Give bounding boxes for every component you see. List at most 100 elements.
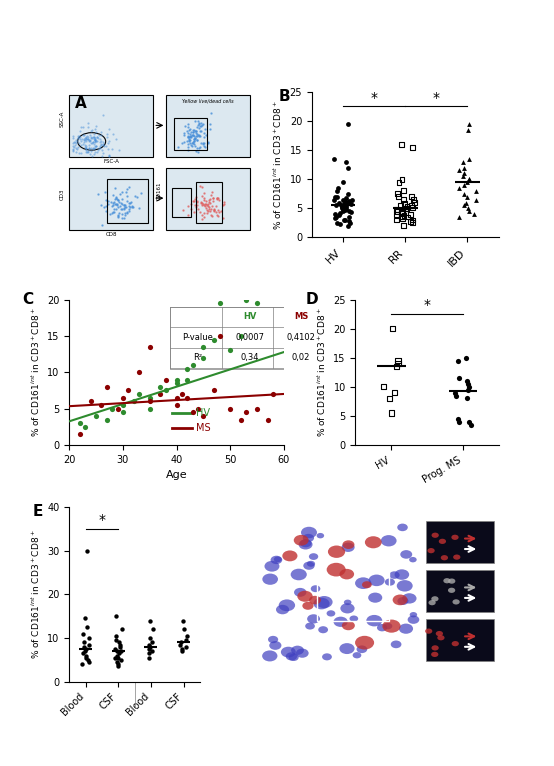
Point — [212, 193, 221, 205]
Point — [118, 202, 127, 214]
Circle shape — [385, 578, 395, 586]
Point — [90, 128, 99, 140]
Point — [91, 123, 100, 135]
Point — [214, 204, 223, 216]
Point — [346, 206, 355, 218]
Point — [111, 193, 120, 205]
Point — [187, 131, 196, 143]
Point — [80, 645, 89, 657]
Point — [100, 201, 109, 213]
Point — [115, 637, 124, 649]
Circle shape — [382, 620, 401, 633]
Point — [119, 399, 127, 411]
Point — [120, 212, 129, 224]
Point — [183, 130, 192, 142]
Point — [213, 209, 222, 221]
Point — [117, 198, 126, 211]
Point — [122, 207, 131, 219]
Point — [459, 155, 468, 168]
Point — [135, 202, 144, 214]
Point — [86, 131, 95, 143]
Point — [399, 220, 408, 232]
Circle shape — [391, 640, 402, 648]
Point — [194, 142, 203, 155]
Y-axis label: % of CD161$^{int}$ in CD3$^+$CD8$^+$: % of CD161$^{int}$ in CD3$^+$CD8$^+$ — [29, 529, 42, 660]
Point — [455, 211, 464, 223]
Point — [203, 207, 212, 219]
Point — [84, 117, 93, 129]
Point — [74, 141, 83, 153]
Point — [84, 130, 93, 142]
Point — [74, 136, 83, 149]
Circle shape — [402, 593, 417, 604]
Text: FSC-A: FSC-A — [103, 159, 119, 164]
Point — [330, 212, 339, 224]
Circle shape — [439, 538, 446, 544]
Point — [242, 406, 251, 418]
Point — [402, 202, 411, 214]
Point — [398, 212, 407, 224]
Point — [80, 129, 89, 141]
Circle shape — [299, 539, 312, 549]
Point — [116, 654, 125, 666]
Point — [464, 173, 473, 185]
Point — [192, 129, 201, 142]
Point — [111, 182, 120, 194]
Point — [335, 209, 343, 221]
Point — [186, 130, 195, 142]
Point — [208, 200, 217, 212]
Circle shape — [399, 624, 413, 633]
Point — [189, 129, 198, 141]
Point — [196, 180, 204, 192]
Point — [336, 218, 345, 230]
Point — [204, 195, 213, 207]
Text: *: * — [424, 298, 430, 313]
Circle shape — [342, 540, 355, 549]
Point — [392, 203, 401, 215]
Point — [188, 126, 197, 138]
Point — [204, 200, 213, 212]
Point — [90, 140, 99, 152]
Point — [104, 143, 112, 155]
Point — [176, 639, 184, 651]
Point — [460, 199, 469, 211]
Point — [105, 123, 114, 136]
Point — [122, 206, 131, 218]
Point — [184, 138, 193, 150]
Point — [94, 188, 103, 200]
Point — [83, 654, 92, 666]
Point — [399, 194, 408, 206]
Circle shape — [340, 569, 354, 579]
Point — [96, 199, 105, 211]
Point — [110, 203, 119, 215]
Point — [406, 215, 414, 228]
Point — [192, 125, 201, 137]
Point — [81, 141, 90, 153]
Point — [71, 142, 80, 155]
Point — [342, 198, 351, 210]
Circle shape — [389, 571, 399, 579]
Point — [398, 173, 407, 185]
Point — [145, 640, 154, 653]
Point — [98, 150, 106, 162]
Point — [147, 637, 156, 649]
Circle shape — [309, 553, 318, 560]
Point — [205, 196, 214, 208]
Point — [396, 199, 405, 211]
Point — [464, 381, 473, 393]
Point — [102, 140, 111, 152]
Point — [210, 204, 219, 216]
Circle shape — [352, 652, 361, 659]
Point — [192, 125, 201, 137]
Point — [145, 395, 154, 408]
Point — [113, 208, 122, 221]
Point — [78, 121, 87, 133]
Point — [184, 133, 193, 146]
Circle shape — [397, 597, 408, 605]
Point — [145, 341, 154, 353]
Point — [336, 199, 345, 211]
Circle shape — [381, 535, 397, 546]
Point — [193, 128, 202, 140]
Point — [464, 205, 473, 218]
Point — [79, 134, 88, 146]
